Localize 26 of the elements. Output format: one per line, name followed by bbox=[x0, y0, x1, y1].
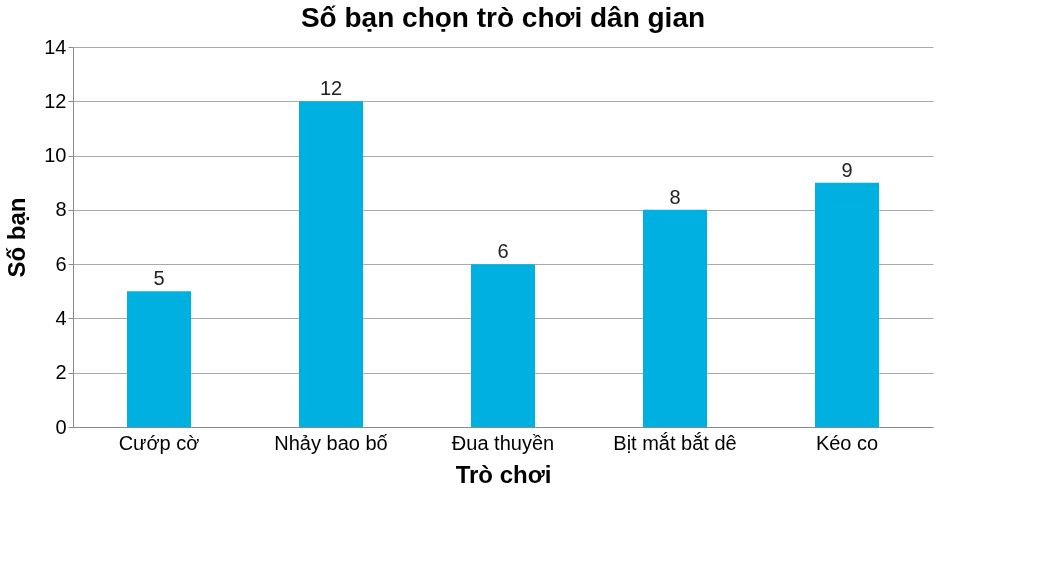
bar bbox=[127, 291, 191, 427]
y-tick-label: 6 bbox=[55, 252, 67, 275]
data-label: 5 bbox=[153, 267, 165, 290]
x-tick-label: Đua thuyền bbox=[451, 431, 555, 454]
x-tick-label: Bịt mắt bắt dê bbox=[613, 431, 737, 454]
bar bbox=[471, 264, 535, 427]
data-label: 9 bbox=[841, 158, 853, 181]
bar bbox=[299, 101, 363, 427]
y-tick-label: 10 bbox=[44, 144, 67, 167]
bar bbox=[815, 182, 879, 427]
y-tick-label: 8 bbox=[55, 198, 67, 221]
y-tick-label: 2 bbox=[55, 361, 67, 384]
y-tick-label: 4 bbox=[55, 306, 67, 329]
x-axis-title: Trò chơi bbox=[455, 460, 552, 488]
data-label: 12 bbox=[319, 77, 343, 100]
bar bbox=[643, 209, 707, 427]
data-label: 6 bbox=[497, 240, 509, 263]
x-tick-label: Cướp cờ bbox=[118, 431, 200, 454]
x-tick-label: Nhảy bao bố bbox=[274, 431, 388, 454]
y-tick-label: 12 bbox=[44, 89, 67, 112]
y-axis-title: Số bạn bbox=[3, 197, 31, 278]
data-label: 8 bbox=[669, 185, 681, 208]
chart-title: Số bạn chọn trò chơi dân gian bbox=[300, 2, 706, 33]
y-tick-label: 14 bbox=[44, 35, 67, 58]
y-tick-label: 0 bbox=[55, 415, 67, 438]
x-tick-label: Kéo co bbox=[815, 431, 879, 454]
